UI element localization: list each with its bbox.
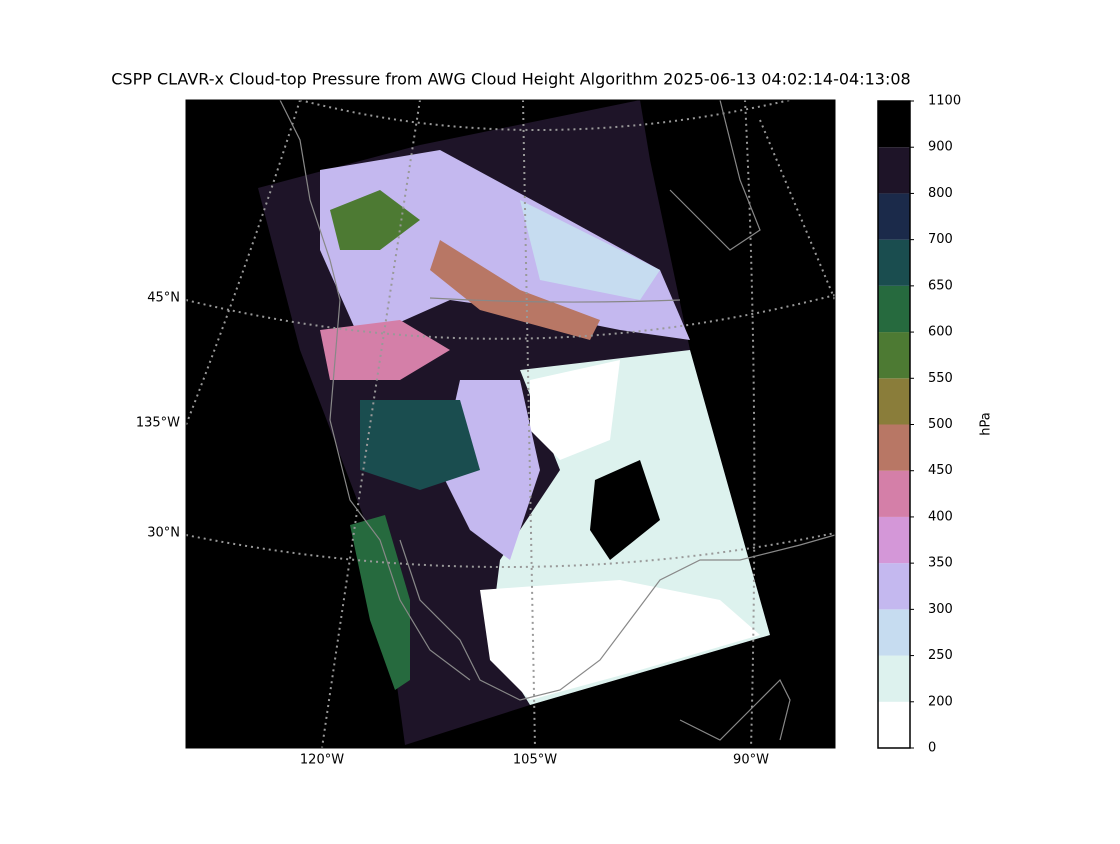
colorbar-tick-label: 1100 (928, 94, 961, 109)
colorbar-tick-label: 250 (928, 648, 953, 663)
cloud-region (430, 240, 600, 340)
colorbar-tick-label: 450 (928, 463, 953, 478)
coastline (679, 678, 791, 741)
map-labels: 45°N 135°W 30°N 120°W 105°W 90°W (136, 291, 769, 768)
colorbar-tick-label: 650 (928, 278, 953, 293)
coastline (279, 100, 471, 681)
colorbar-bin (878, 101, 910, 148)
colorbar-tick-label: 600 (928, 325, 953, 340)
colorbar-bin (878, 470, 910, 517)
colorbar-bin (878, 701, 910, 748)
graticule (299, 100, 791, 131)
cloud-low (530, 360, 620, 460)
latitude-label: 135°W (136, 416, 180, 431)
colorbar-tick-label: 300 (928, 602, 953, 617)
colorbar-label: hPa (979, 412, 994, 435)
graticule (321, 100, 421, 748)
cloud-mid (360, 400, 480, 490)
colorbar-tick-label: 700 (928, 232, 953, 247)
graticule (744, 100, 756, 748)
longitude-label: 90°W (733, 753, 769, 768)
cloud-region (320, 320, 450, 380)
clear-sky (590, 460, 660, 560)
longitude-label: 120°W (300, 753, 344, 768)
colorbar-tick-label: 350 (928, 556, 953, 571)
colorbar-bin (878, 563, 910, 610)
colorbar-bin (878, 239, 910, 286)
cloud-high (320, 150, 690, 340)
cloud-region (330, 190, 420, 250)
colorbar-tick-label: 400 (928, 509, 953, 524)
colorbar-tick-label: 900 (928, 140, 953, 155)
map-area (186, 100, 835, 748)
colorbar-bin (878, 378, 910, 425)
cloud-region (520, 200, 660, 300)
colorbar-bin (878, 424, 910, 471)
colorbar-tick-label: 550 (928, 371, 953, 386)
colorbar-tick-label: 800 (928, 186, 953, 201)
colorbar-tick-label: 200 (928, 694, 953, 709)
colorbar-bin (878, 193, 910, 240)
map-title: CSPP CLAVR-x Cloud-top Pressure from AWG… (111, 70, 910, 89)
colorbar-bin (878, 655, 910, 702)
cloud-low (480, 580, 760, 700)
colorbar-bin (878, 332, 910, 379)
colorbar-tick-label: 500 (928, 417, 953, 432)
colorbar: 0 200 250 300 350 400 450 500 550 600 650 700 800 900… (877, 94, 961, 756)
latitude-label: 45°N (147, 291, 180, 306)
colorbar-tick-label: 0 (928, 741, 936, 756)
longitude-label: 105°W (513, 753, 557, 768)
latitude-label: 30°N (147, 526, 180, 541)
border (429, 297, 681, 303)
map-frame (185, 99, 836, 749)
colorbar-bin (878, 285, 910, 333)
colorbar-bin (878, 516, 910, 564)
graticule (522, 100, 536, 748)
coastline (669, 100, 761, 251)
graticule (186, 100, 301, 426)
graticule (759, 119, 835, 301)
cloud-mid (350, 515, 410, 690)
coastline (399, 534, 835, 701)
colorbar-bin (878, 609, 910, 656)
colorbar-bin (878, 147, 910, 194)
